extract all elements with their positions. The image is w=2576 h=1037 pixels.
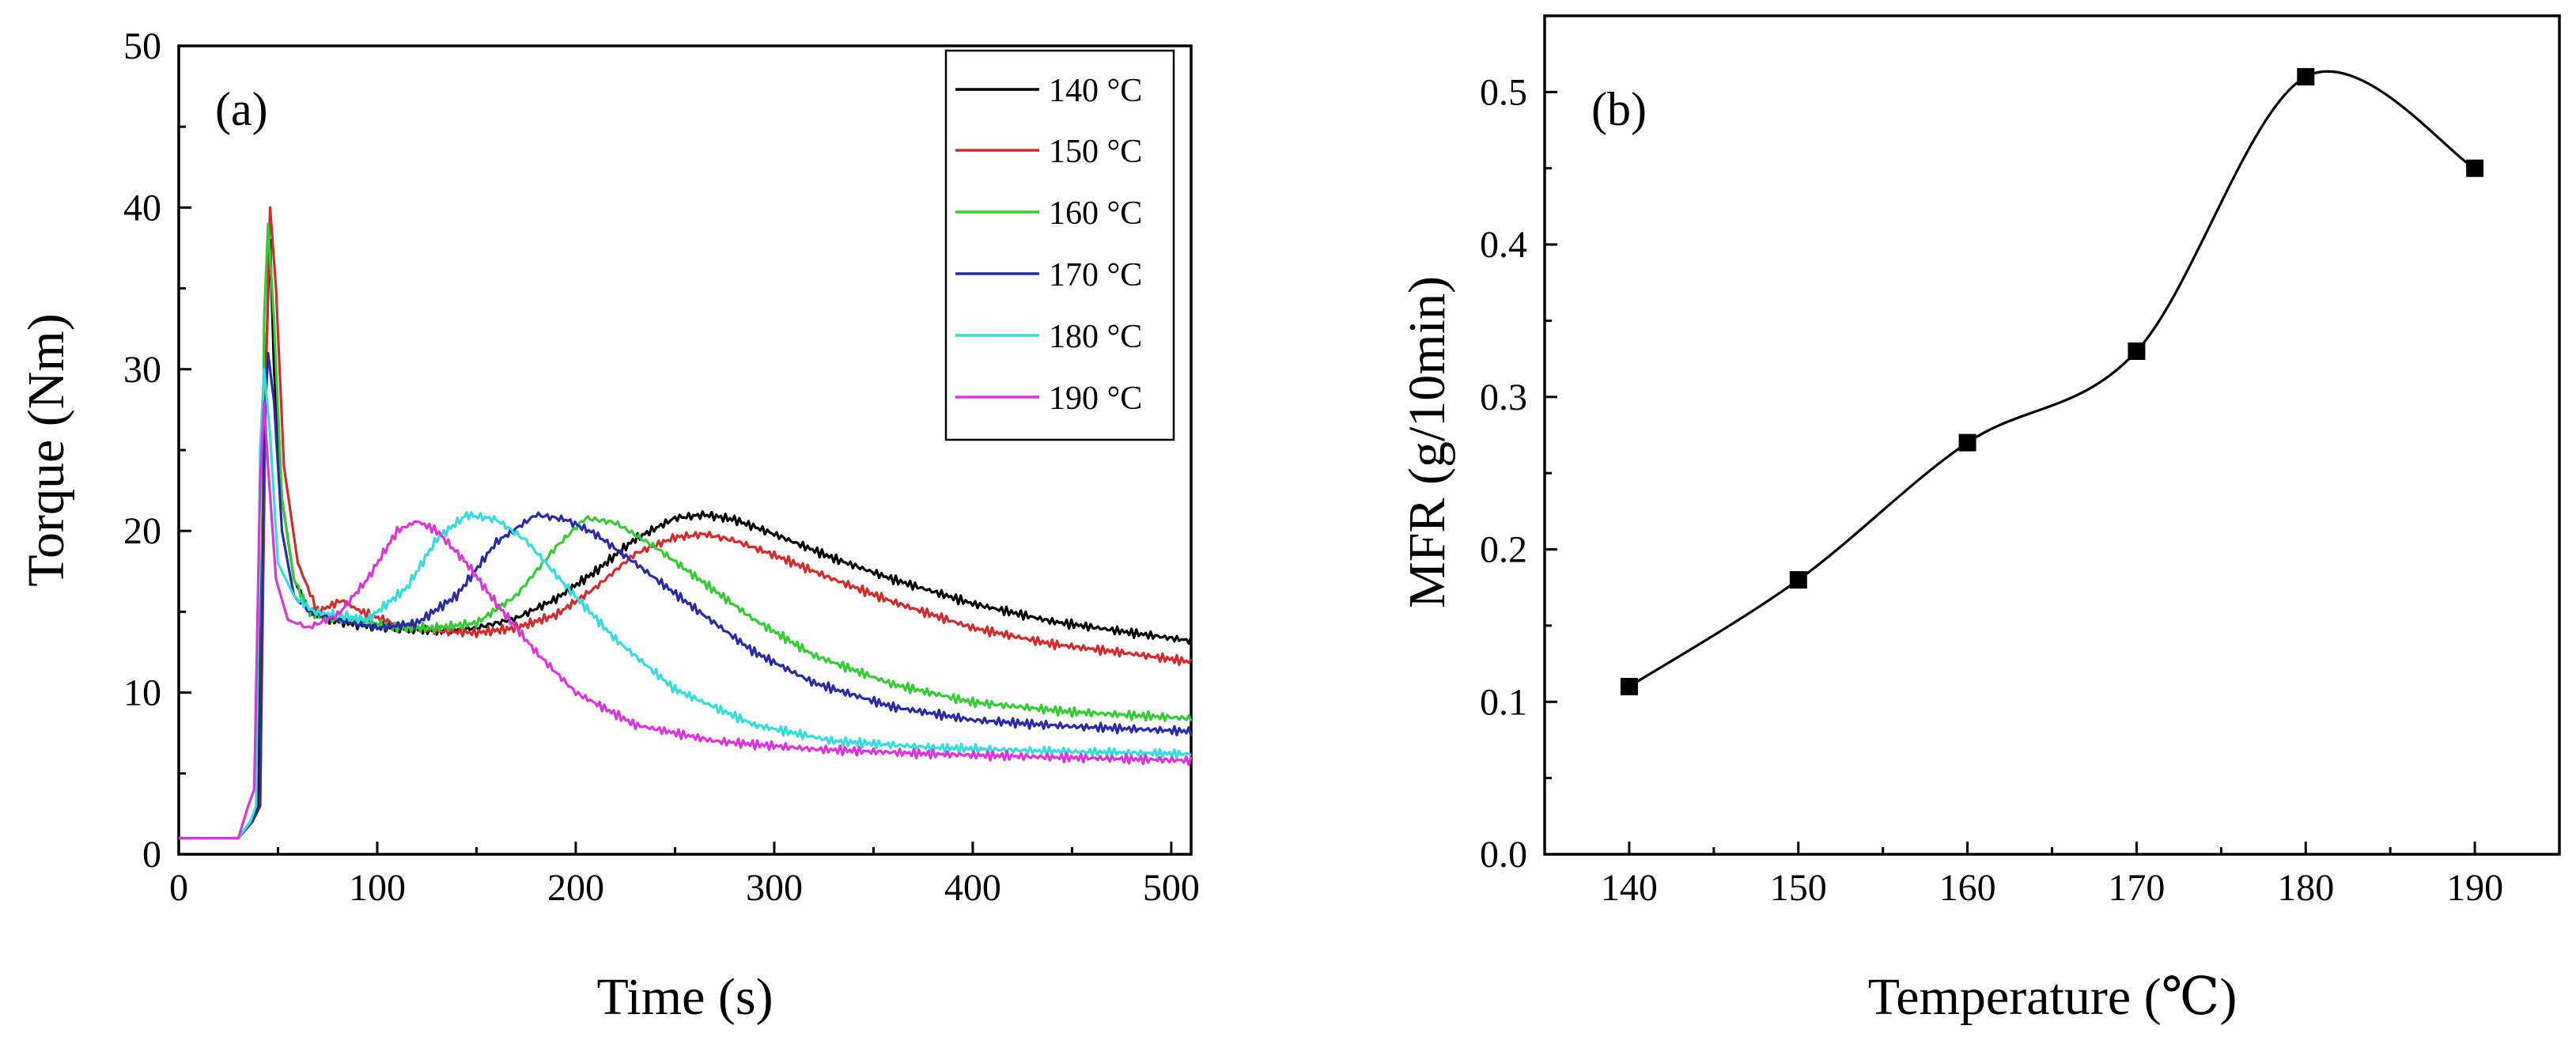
legend-label-150: 150 °C — [1049, 134, 1142, 170]
x-tick-labels-b: 140 150 160 170 180 190 — [1601, 867, 2503, 909]
legend-label-160: 160 °C — [1049, 195, 1142, 232]
x-tick-label-b: 190 — [2446, 867, 2503, 909]
plot-frame-b — [1543, 14, 2561, 856]
y-tick-label-a: 0 — [142, 834, 161, 876]
y-axis-title-a: Torque (Nm) — [17, 313, 75, 586]
y-tick-label-b: 0.5 — [1480, 71, 1527, 113]
torque-chart: 0 100 200 300 400 500 0 10 20 30 40 50 (a) Time (s… — [17, 25, 1200, 1026]
x-tick-label-a: 100 — [349, 867, 406, 909]
y-tick-label-b: 0.0 — [1480, 834, 1527, 876]
data-point-170 — [2128, 343, 2146, 360]
ticks-b — [1543, 14, 2476, 856]
y-tick-labels-a: 0 10 20 30 40 50 — [123, 25, 161, 876]
legend-label-180: 180 °C — [1049, 319, 1142, 355]
legend-entry-160: 160 °C — [955, 195, 1142, 232]
y-tick-label-a: 20 — [123, 510, 161, 552]
x-tick-label-a: 200 — [547, 867, 604, 909]
y-tick-label-b: 0.1 — [1480, 681, 1527, 723]
y-axis-title-b: MFR (g/10min) — [1398, 276, 1456, 608]
y-tick-label-b: 0.4 — [1480, 224, 1527, 266]
series-group-a — [179, 206, 1193, 840]
panel-label-b: (b) — [1591, 83, 1647, 135]
data-point-150 — [1789, 571, 1807, 589]
x-tick-label-a: 0 — [169, 867, 188, 909]
y-tick-label-a: 30 — [123, 349, 161, 391]
legend-entry-190: 190 °C — [955, 380, 1142, 417]
x-tick-label-b: 140 — [1601, 867, 1658, 909]
mfr-curve — [1628, 70, 2476, 688]
data-point-190 — [2466, 159, 2484, 177]
series-group-b — [1620, 68, 2484, 695]
x-tick-label-b: 150 — [1770, 867, 1827, 909]
x-tick-label-a: 400 — [944, 867, 1001, 909]
panel-label-a: (a) — [215, 83, 268, 135]
legend-a: 140 °C 150 °C 160 °C 170 °C 180 °C 190 °… — [944, 49, 1175, 441]
series-line-180 — [179, 368, 1192, 840]
x-axis-title-b: Temperature (℃) — [1868, 968, 2237, 1026]
mfr-chart: 140 150 160 170 180 190 0.0 0.1 0.2 0.3 0.4 0.5 (b… — [1398, 14, 2561, 1026]
y-tick-label-b: 0.2 — [1480, 529, 1527, 571]
x-tick-label-b: 180 — [2277, 867, 2334, 909]
legend-entry-140: 140 °C — [955, 73, 1142, 109]
x-tick-label-a: 300 — [746, 867, 803, 909]
x-axis-title-a: Time (s) — [596, 968, 773, 1026]
legend-entry-170: 170 °C — [955, 257, 1142, 293]
y-tick-labels-b: 0.0 0.1 0.2 0.3 0.4 0.5 — [1480, 71, 1527, 876]
data-point-180 — [2297, 68, 2315, 86]
ticks-a — [177, 44, 1173, 856]
series-line-190 — [179, 400, 1193, 840]
legend-entry-180: 180 °C — [955, 319, 1142, 355]
legend-label-140: 140 °C — [1049, 73, 1142, 109]
legend-label-190: 190 °C — [1049, 380, 1142, 417]
y-tick-label-a: 10 — [123, 672, 161, 714]
data-point-140 — [1620, 678, 1638, 695]
x-tick-label-b: 160 — [1939, 867, 1996, 909]
y-tick-label-a: 40 — [123, 187, 161, 229]
x-tick-label-a: 500 — [1143, 867, 1200, 909]
x-tick-labels-a: 0 100 200 300 400 500 — [169, 867, 1200, 909]
y-tick-label-b: 0.3 — [1480, 377, 1527, 418]
x-tick-label-b: 170 — [2108, 867, 2165, 909]
data-point-160 — [1958, 433, 1976, 452]
series-line-170 — [179, 351, 1193, 840]
legend-label-170: 170 °C — [1049, 257, 1142, 293]
legend-entry-150: 150 °C — [955, 134, 1142, 170]
y-tick-label-a: 50 — [123, 25, 161, 67]
legend-box — [944, 49, 1175, 441]
